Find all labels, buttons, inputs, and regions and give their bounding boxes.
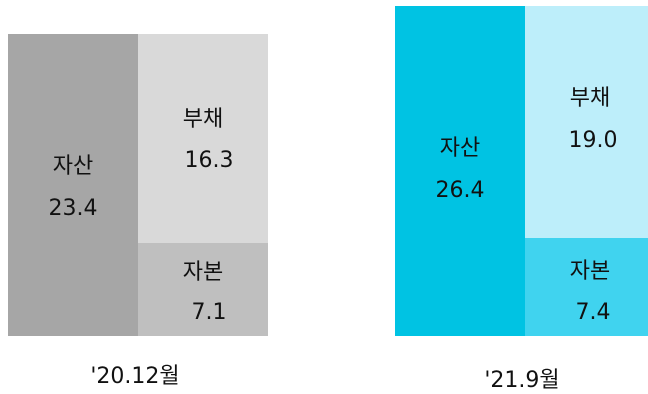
asset-block-2021-09 [395, 6, 525, 336]
equity-block-2020-12 [138, 243, 268, 336]
equity-value-2021-09: 7.4 [575, 300, 611, 325]
equity-label-2020-12: 자본 [182, 260, 224, 285]
liability-value-2021-09: 19.0 [568, 128, 618, 153]
equity-label-2021-09: 자본 [569, 259, 611, 284]
equity-value-2020-12: 7.1 [191, 300, 227, 325]
period-label-2020-12: '20.12월 [90, 364, 180, 389]
liability-label-2020-12: 부채 [182, 107, 224, 132]
liability-block-2021-09 [525, 6, 648, 238]
asset-label-2021-09: 자산 [439, 136, 481, 161]
liability-block-2020-12 [138, 34, 268, 243]
liability-value-2020-12: 16.3 [184, 148, 234, 173]
asset-value-2021-09: 26.4 [435, 178, 485, 203]
equity-block-2021-09 [525, 238, 648, 336]
asset-block-2020-12 [8, 34, 138, 336]
asset-label-2020-12: 자산 [52, 154, 94, 179]
liability-label-2021-09: 부채 [569, 86, 611, 111]
asset-value-2020-12: 23.4 [48, 196, 98, 221]
period-label-2021-09: '21.9월 [484, 368, 560, 393]
